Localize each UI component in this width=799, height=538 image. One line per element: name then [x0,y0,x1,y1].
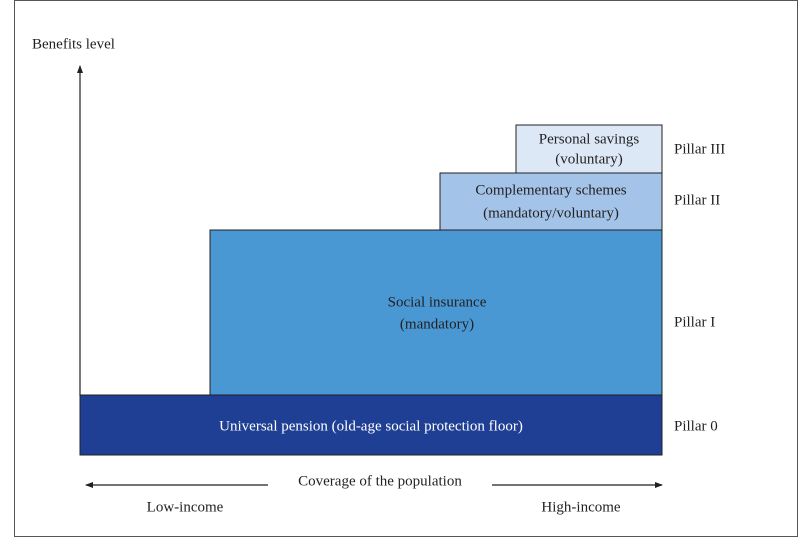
x-right-label: High-income [541,499,620,515]
frame [14,0,798,537]
pillar-label: Pillar III [674,141,725,157]
pillar-1-box [209,229,663,396]
y-axis-label: Benefits level [32,36,115,52]
pillar-0-box [79,394,663,456]
pillar-label: Pillar I [674,314,715,330]
pillar-2-box [439,172,663,231]
pillar-2-text: (mandatory/voluntary) [483,205,619,221]
x-left-label: Low-income [147,499,224,515]
pillar-3-box [515,124,663,174]
pillar-1-text: (mandatory) [400,316,474,332]
pillar-label: Pillar II [674,192,720,208]
pillar-3-text: (voluntary) [555,151,622,167]
pillar-1-text: Social insurance [388,294,487,310]
pillar-3-text: Personal savings [539,131,640,147]
x-axis-label: Coverage of the population [298,473,462,489]
pillar-2-text: Complementary schemes [475,182,626,198]
pillar-label: Pillar 0 [674,418,718,434]
pillar-0-text: Universal pension (old-age social protec… [219,418,523,434]
